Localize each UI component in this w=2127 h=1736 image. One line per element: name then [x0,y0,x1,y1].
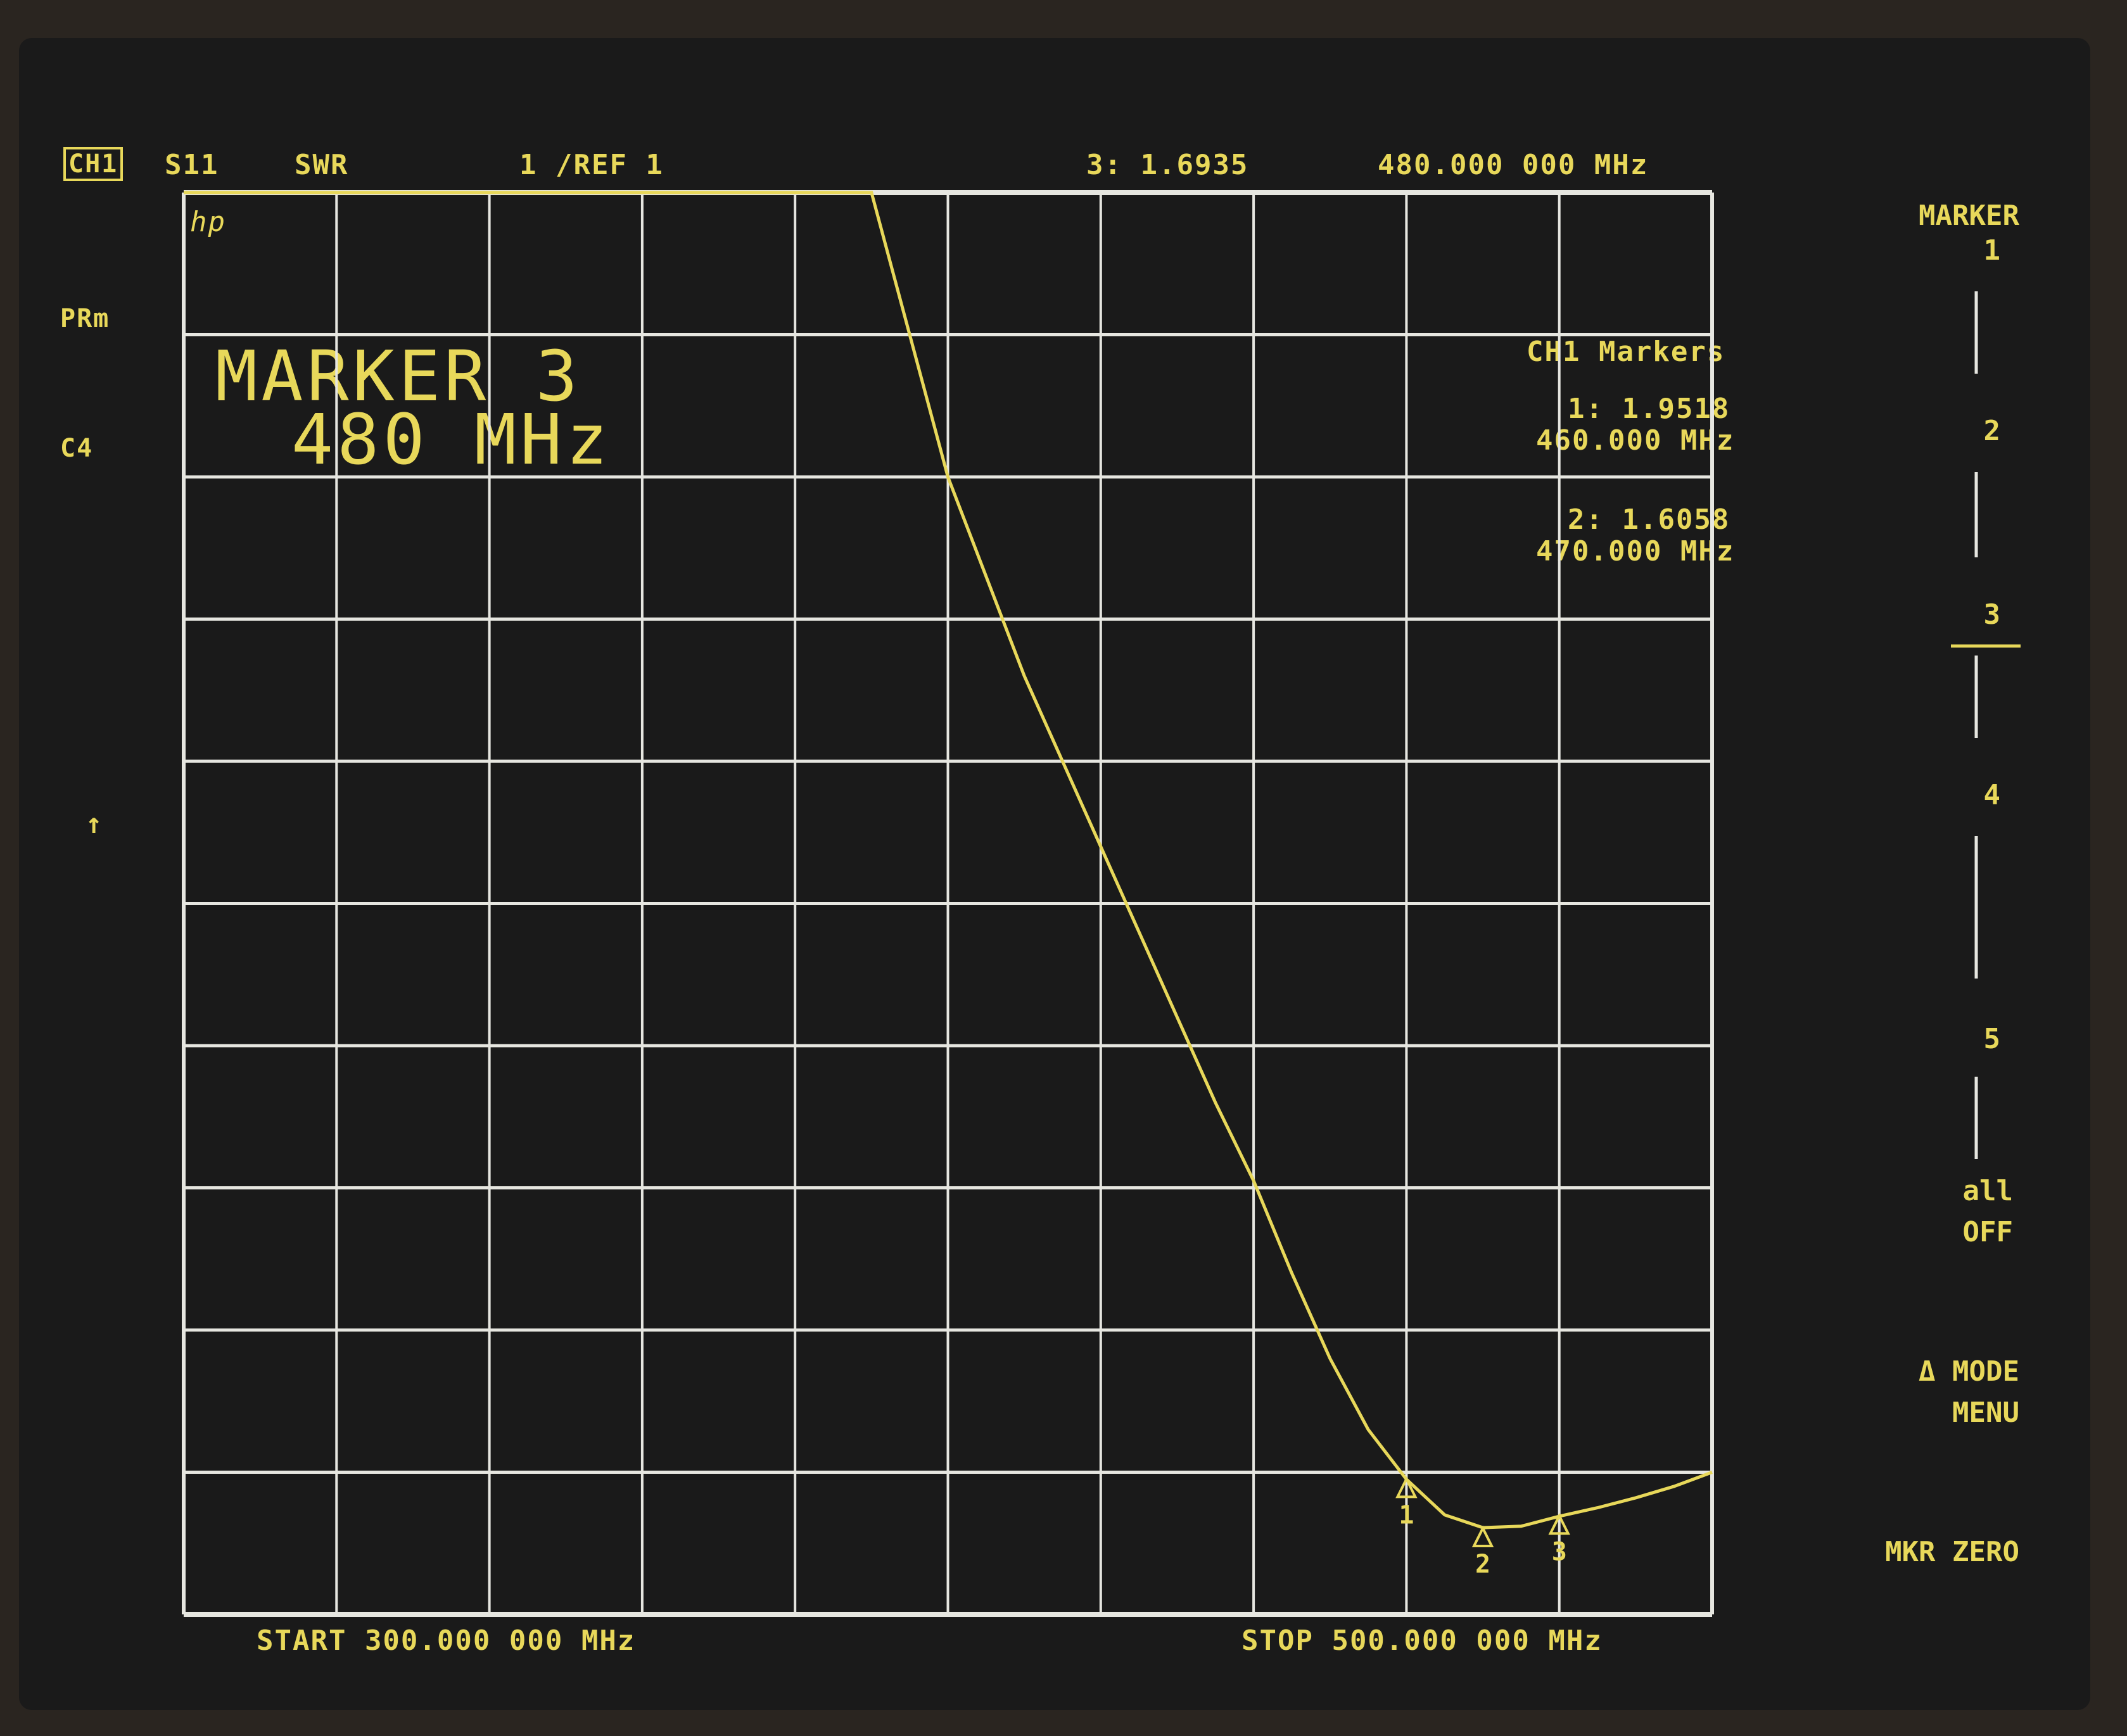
softkey-mkr-zero[interactable]: MKR ZERO [1885,1536,2019,1568]
active-marker-readout: 3: 1.6935 [1086,149,1249,181]
softkey-delta-mode-line1[interactable]: Δ MODE [1919,1355,2019,1388]
marker-3-triangle [1548,1512,1570,1535]
channel-indicator: CH1 [63,147,124,181]
softkey-all-off-line2[interactable]: OFF [1962,1216,2013,1248]
big-marker-freq: 480 MHz [291,399,612,480]
parameter-label: S11 [165,149,219,181]
softkey-marker-3[interactable]: 3 [1983,599,2001,631]
softkey-marker-4[interactable]: 4 [1983,779,2001,811]
swr-trace [184,191,1713,1530]
scale-label: 1 /REF 1 [519,149,664,181]
marker-2-triangle [1471,1525,1494,1547]
start-frequency: START 300.000 000 MHz [257,1625,636,1657]
softkey-marker-2[interactable]: 2 [1983,415,2001,447]
big-marker-title: MARKER 3 [215,336,581,417]
analyzer-screen [19,38,2090,1710]
format-label: SWR [295,149,349,181]
softkey-all-off-line1[interactable]: all [1962,1175,2013,1207]
softkey-marker-1[interactable]: 1 [1983,234,2001,267]
hp-logo: hp [190,206,226,238]
marker-2-freq: 470.000 MHz [1536,535,1735,567]
softkey-delta-mode-line2[interactable]: MENU [1952,1397,2019,1429]
marker-1-freq: 460.000 MHz [1536,424,1735,457]
c4-annotation: C4 [60,434,94,463]
marker-2-label: 2 [1475,1550,1490,1579]
softkey-marker-5[interactable]: 5 [1983,1023,2001,1055]
marker-3-label: 3 [1552,1537,1567,1566]
prm-annotation: PRm [60,304,110,333]
arrow-icon: ↑ [86,808,104,840]
marker-list-title: CH1 Markers [1527,336,1725,368]
active-marker-frequency: 480.000 000 MHz [1378,149,1649,181]
softkey-title: MARKER [1919,200,2019,232]
stop-frequency: STOP 500.000 000 MHz [1241,1625,1603,1657]
marker-1-label: 1 [1399,1500,1414,1530]
marker-1-triangle [1395,1476,1418,1498]
